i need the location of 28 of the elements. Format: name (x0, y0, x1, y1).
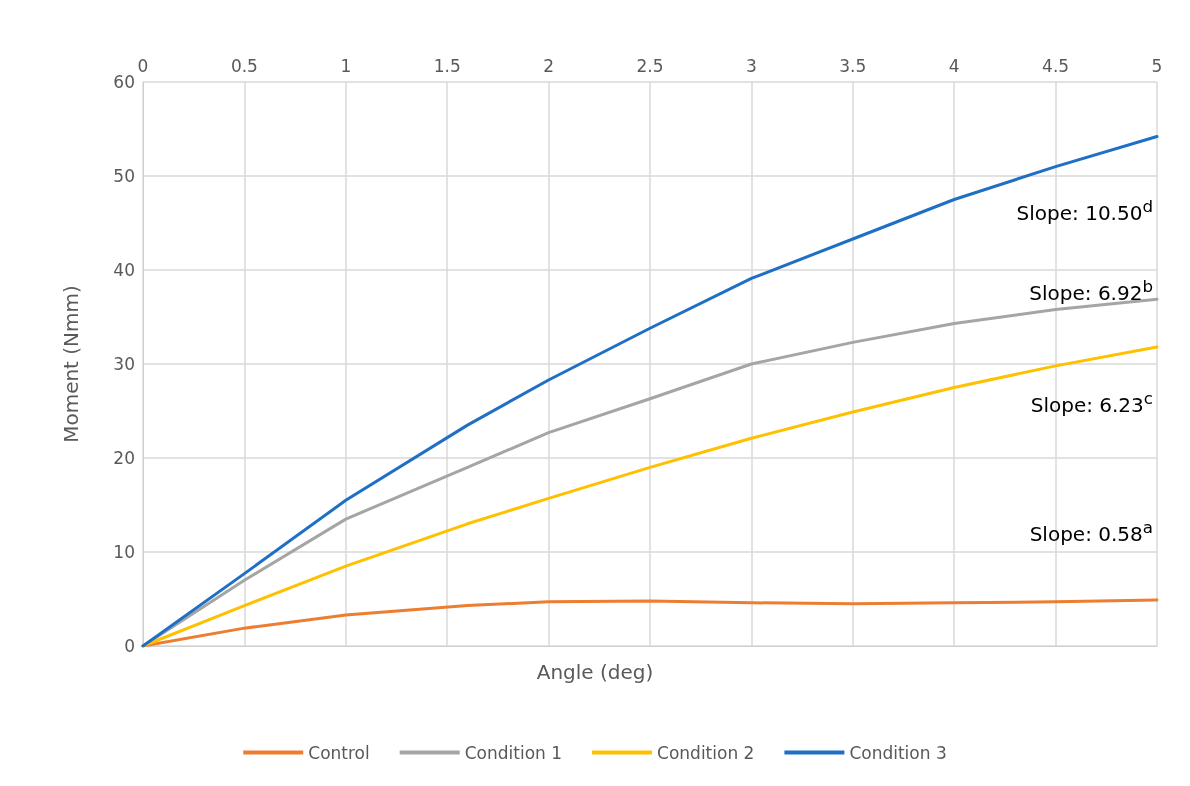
y-tick-label: 40 (113, 260, 135, 280)
x-tick-label: 5 (1151, 55, 1163, 76)
x-tick-label: 1 (340, 55, 352, 76)
annotation: Slope: 0.58$^{a}$ (1029, 516, 1153, 547)
x-tick-label: 3 (745, 55, 757, 76)
legend-label: Control (308, 742, 370, 763)
x-axis-title: Angle (deg) (536, 660, 654, 684)
y-tick-label: 10 (113, 542, 135, 562)
y-tick-label: 20 (113, 448, 135, 468)
x-tick-label: 3.5 (839, 55, 867, 76)
legend-label: Condition 3 (849, 742, 947, 763)
x-tick-label: 2 (543, 55, 555, 76)
annotation: Slope: 6.23$^{c}$ (1030, 388, 1153, 418)
legend-label: Condition 2 (657, 742, 755, 763)
x-tick-label: 4 (948, 55, 960, 76)
x-tick-label: 1.5 (433, 55, 461, 76)
annotation: Slope: 6.92$^{b}$ (1029, 276, 1153, 306)
legend-label: Condition 1 (464, 742, 563, 763)
x-tick-label: 2.5 (636, 55, 664, 76)
x-tick-label: 4.5 (1042, 55, 1070, 76)
y-axis-title: Moment (Nmm) (59, 285, 83, 443)
x-tick-label: 0 (137, 55, 149, 76)
y-tick-label: 0 (124, 636, 135, 656)
y-tick-label: 50 (113, 166, 135, 186)
x-tick-label: 0.5 (230, 55, 258, 76)
y-tick-label: 60 (113, 72, 135, 92)
annotation: Slope: 10.50$^{d}$ (1016, 195, 1153, 226)
y-tick-label: 30 (113, 354, 135, 374)
